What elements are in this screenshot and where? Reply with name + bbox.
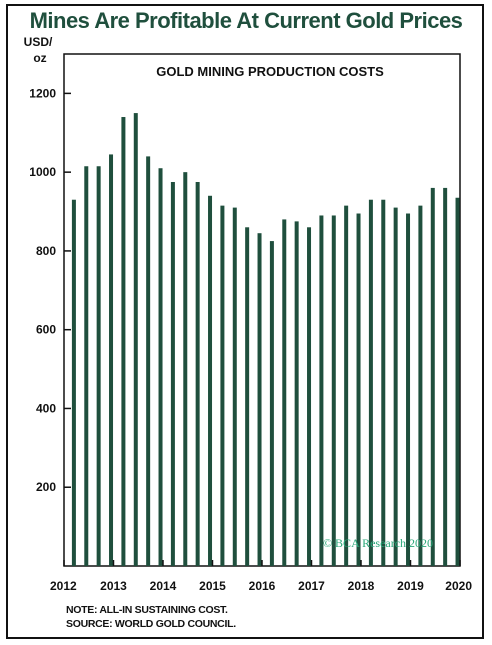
y-axis-label-line1: USD/ [24, 36, 53, 49]
bar-17 [282, 219, 287, 567]
chart-frame [6, 4, 484, 639]
y-tick-label-2: 600 [36, 323, 56, 337]
bar-7 [158, 168, 163, 566]
x-tick-label-6: 2018 [348, 579, 375, 593]
bar-21 [331, 215, 336, 567]
bar-26 [393, 207, 398, 566]
bar-0 [71, 199, 76, 566]
y-tick-label-1: 400 [36, 401, 56, 415]
bar-30 [443, 187, 448, 566]
x-tick-label-1: 2013 [100, 579, 127, 593]
bar-15 [257, 233, 262, 566]
x-tick-label-4: 2016 [249, 579, 276, 593]
bar-1 [84, 166, 89, 566]
y-tick-label-4: 1000 [29, 165, 56, 179]
bar-31 [455, 197, 460, 566]
chart-source: SOURCE: WORLD GOLD COUNCIL. [66, 618, 236, 630]
watermark: © BCA Research 2020 [323, 536, 433, 550]
bar-22 [344, 205, 349, 566]
bar-10 [195, 182, 200, 566]
bar-12 [220, 205, 225, 566]
bar-20 [319, 215, 324, 567]
bar-19 [307, 227, 312, 567]
x-tick-label-0: 2012 [50, 579, 77, 593]
bar-8 [170, 182, 175, 566]
bar-28 [418, 205, 423, 566]
chart-note: NOTE: ALL-IN SUSTAINING COST. [66, 604, 228, 616]
bar-27 [406, 213, 411, 566]
x-tick-label-3: 2015 [199, 579, 226, 593]
bar-6 [146, 156, 151, 566]
chart-area: 200 400 600 800 1000 1200 2012 2013 2014 2015 201… [8, 36, 482, 596]
bar-14 [245, 227, 250, 567]
bar-11 [208, 195, 213, 566]
x-tick-label-7: 2019 [397, 579, 424, 593]
bar-2 [96, 166, 101, 566]
y-axis-label-line2: oz [33, 51, 46, 65]
x-tick-label-5: 2017 [298, 579, 325, 593]
bar-9 [183, 172, 188, 566]
y-tick-label-5: 1200 [29, 86, 56, 100]
chart-subtitle: GOLD MINING PRODUCTION COSTS [156, 64, 384, 79]
x-tick-labels: 2012 2013 2014 2015 2016 2017 2018 2019 2020 [50, 560, 472, 593]
bar-13 [232, 207, 237, 566]
bars-group [71, 113, 460, 567]
x-tick-label-8: 2020 [445, 579, 472, 593]
bar-3 [109, 154, 114, 566]
bar-18 [294, 221, 299, 566]
y-tick-label-3: 800 [36, 244, 56, 258]
bar-24 [368, 199, 373, 566]
bar-5 [133, 113, 138, 566]
y-tick-labels: 200 400 600 800 1000 1200 [29, 86, 71, 494]
bar-25 [381, 199, 386, 566]
y-tick-label-0: 200 [36, 480, 56, 494]
bar-23 [356, 213, 361, 566]
bar-4 [121, 117, 126, 567]
bar-29 [430, 187, 435, 566]
bar-16 [269, 241, 274, 566]
x-tick-label-2: 2014 [150, 579, 177, 593]
page-title: Mines Are Profitable At Current Gold Pri… [29, 8, 463, 33]
